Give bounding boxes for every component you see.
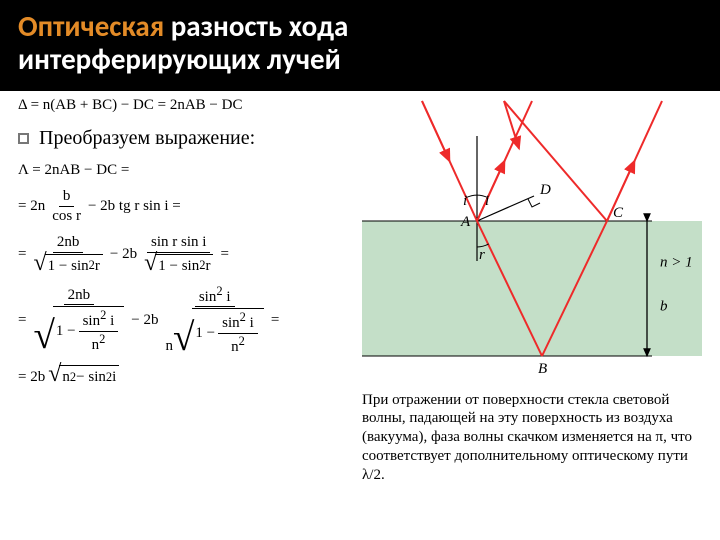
eq4b: − 2b <box>131 312 158 329</box>
eq2-frac: b cos r <box>48 188 85 224</box>
eq3c: = <box>220 246 228 263</box>
eq3-den1: √1 − sin2 r <box>29 253 106 275</box>
svg-text:A: A <box>460 214 471 230</box>
eq4-den1: √1 − sin2 in2 <box>29 305 128 353</box>
svg-text:i: i <box>485 193 489 209</box>
eq3-den2: √1 − sin2 r <box>140 253 217 275</box>
eq3a: = <box>18 246 26 263</box>
title-rest-1: разность хода <box>164 8 348 44</box>
eq-delta-text: Δ = n(AB + BC) − DC = 2nAB − DC <box>18 97 242 113</box>
svg-text:r: r <box>479 247 485 263</box>
eq-line-4: = 2nb √1 − sin2 in2 − 2b sin2 i n√1 − si… <box>18 285 328 356</box>
svg-text:b: b <box>660 298 668 314</box>
eq-line-1: Λ = 2nAB − DC = <box>18 162 328 179</box>
sqrt-2: √1 − sin2 r <box>144 254 213 275</box>
eq2-num: b <box>59 188 75 207</box>
slide-title: Оптическая разность хода интерферирующих… <box>18 10 702 77</box>
eq4-num1: 2nb <box>64 287 95 306</box>
eq2b: − 2b tg r sin i = <box>88 198 181 215</box>
svg-text:C: C <box>613 205 624 221</box>
title-bar: Оптическая разность хода интерферирующих… <box>0 0 720 91</box>
eq4-frac1: 2nb √1 − sin2 in2 <box>29 287 128 354</box>
eq3b: − 2b <box>110 246 137 263</box>
caption-text: При отражении от поверхности стекла свет… <box>362 391 702 485</box>
equation-delta: Δ = n(AB + BC) − DC = 2nAB − DC <box>18 97 242 114</box>
ray-diagram: A B C Di i r n > 1 b <box>362 91 702 381</box>
eq5: = 2b√n2 − sin2 i <box>18 365 119 386</box>
sqrt-3: √1 − sin2 in2 <box>33 306 124 353</box>
eq3-frac2: sin r sin i √1 − sin2 r <box>140 234 217 275</box>
eq4c: = <box>271 312 279 329</box>
diagram-svg: A B C Di i r n > 1 b <box>362 91 702 381</box>
eq4a: = <box>18 312 26 329</box>
svg-text:D: D <box>539 182 551 198</box>
eq1: Λ = 2nAB − DC = <box>18 162 129 179</box>
title-word-1: Оптическая <box>18 8 164 44</box>
sqrt-4: √1 − sin2 in2 <box>173 308 264 355</box>
bullet-text: Преобразуем выражение: <box>39 127 255 150</box>
eq3-num1: 2nb <box>53 234 84 253</box>
equation-derivation: Λ = 2nAB − DC = = 2n b cos r − 2b tg r s… <box>18 159 328 390</box>
eq3-frac1: 2nb √1 − sin2 r <box>29 234 106 275</box>
bullet-icon <box>18 133 29 144</box>
content-area: Δ = n(AB + BC) − DC = 2nAB − DC Преобраз… <box>0 91 720 166</box>
title-line-2: интерферирующих лучей <box>18 41 341 77</box>
eq-line-3: = 2nb √1 − sin2 r − 2b sin r sin i √1 − … <box>18 234 328 275</box>
svg-text:n > 1: n > 1 <box>660 254 693 270</box>
svg-text:i: i <box>463 193 467 209</box>
eq-line-5: = 2b√n2 − sin2 i <box>18 365 328 386</box>
eq2-den: cos r <box>48 207 85 225</box>
eq2a: = 2n <box>18 198 45 215</box>
svg-text:B: B <box>538 361 547 377</box>
eq4-den2: n√1 − sin2 in2 <box>162 307 268 355</box>
eq4-frac2: sin2 i n√1 − sin2 in2 <box>162 285 268 356</box>
eq-line-2: = 2n b cos r − 2b tg r sin i = <box>18 188 328 224</box>
sqrt-1: √1 − sin2 r <box>33 254 102 275</box>
